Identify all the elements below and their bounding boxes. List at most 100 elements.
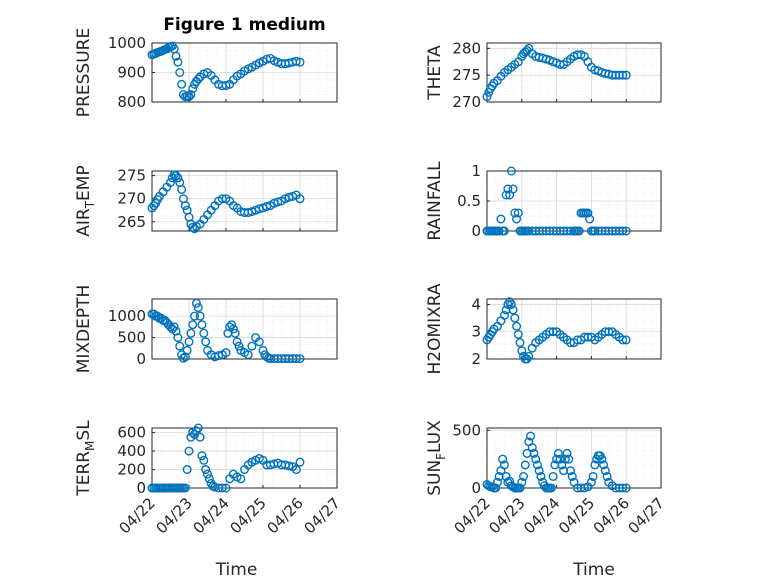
- data-point: [247, 341, 257, 351]
- data-point: [165, 322, 175, 332]
- data-point: [204, 474, 214, 484]
- data-point: [621, 226, 631, 236]
- data-point: [180, 483, 190, 493]
- data-point: [262, 202, 272, 212]
- subplot-5: 0 500 1000 MIXDEPTH: [74, 285, 338, 374]
- data-point: [291, 56, 301, 66]
- data-point: [599, 460, 609, 470]
- y-tick-label: 0: [471, 222, 481, 240]
- data-point: [284, 461, 294, 471]
- data-point: [177, 79, 187, 89]
- data-point: [562, 448, 572, 458]
- data-point: [618, 335, 628, 345]
- data-point: [621, 483, 631, 493]
- x-tick-label: 04/23: [485, 494, 528, 537]
- y-tick-label: 0.5: [457, 192, 481, 210]
- y-tick-label: 0: [471, 479, 481, 497]
- data-point: [597, 454, 607, 464]
- y-tick-label: 800: [117, 93, 146, 111]
- y-tick-label: 280: [452, 39, 481, 57]
- y-axis-label: MIXDEPTH: [74, 285, 94, 374]
- x-tick-label: 04/22: [451, 494, 494, 537]
- data-point: [273, 197, 283, 207]
- data-point: [190, 311, 200, 321]
- data-point: [180, 352, 190, 362]
- data-point: [482, 92, 492, 102]
- y-tick-label: 1000: [108, 307, 146, 325]
- subplot-7: 0200400600TERRMSL04/2204/2304/2404/2504/…: [74, 420, 344, 538]
- subplot-1: 800 900 1000 PRESSURE: [74, 28, 338, 117]
- data-point: [188, 84, 198, 94]
- data-point: [195, 432, 205, 442]
- data-point: [295, 354, 305, 364]
- data-point: [199, 455, 209, 465]
- data-point: [201, 465, 211, 475]
- data-point: [517, 477, 527, 487]
- data-point: [214, 351, 224, 361]
- y-tick-label: 0: [136, 479, 146, 497]
- data-point: [508, 305, 518, 315]
- data-point: [526, 431, 536, 441]
- data-point: [494, 226, 504, 236]
- data-point: [506, 166, 516, 176]
- data-point: [234, 341, 244, 351]
- data-point: [193, 423, 203, 433]
- axes-box: [486, 298, 662, 360]
- data-point: [513, 329, 523, 339]
- data-point: [165, 178, 175, 188]
- data-point: [188, 222, 198, 232]
- y-axis-label: PRESSURE: [74, 28, 94, 117]
- x-tick-label: 04/24: [520, 494, 563, 537]
- data-point: [182, 465, 192, 475]
- x-tick-label: 04/23: [153, 494, 196, 537]
- axes-box: [151, 427, 338, 489]
- data-point: [295, 194, 305, 204]
- data-point: [171, 326, 181, 336]
- y-tick-label: 400: [117, 442, 146, 460]
- y-axis-label: RAINFALL: [425, 161, 445, 241]
- data-point: [588, 471, 598, 481]
- data-point: [600, 466, 610, 476]
- subplot-4: 0 0.5 1 RAINFALL: [425, 161, 662, 241]
- x-tick-label: 04/27: [625, 494, 668, 537]
- data-point: [180, 201, 190, 211]
- data-point: [564, 454, 574, 464]
- data-point: [171, 171, 181, 181]
- data-point: [221, 483, 231, 493]
- data-point: [201, 337, 211, 347]
- data-point: [586, 477, 596, 487]
- y-tick-label: 2: [471, 350, 481, 368]
- data-point: [621, 335, 631, 345]
- y-tick-label: 270: [452, 93, 481, 111]
- data-point: [513, 208, 523, 218]
- y-tick-label: 275: [452, 66, 481, 84]
- data-point: [227, 320, 237, 330]
- y-tick-label: 500: [117, 329, 146, 347]
- data-point: [508, 184, 518, 194]
- y-axis-label: TERRMSL: [74, 420, 97, 497]
- data-point: [520, 460, 530, 470]
- data-point: [236, 474, 246, 484]
- data-point: [184, 92, 194, 102]
- y-tick-label: 200: [117, 461, 146, 479]
- data-point: [175, 67, 185, 77]
- data-point: [548, 471, 558, 481]
- y-tick-label: 265: [117, 213, 146, 231]
- data-point: [491, 483, 501, 493]
- data-point: [496, 214, 506, 224]
- data-point: [515, 483, 525, 493]
- data-point: [291, 354, 301, 364]
- y-tick-label: 3: [471, 323, 481, 341]
- data-point: [232, 337, 242, 347]
- data-point: [524, 351, 534, 361]
- data-point: [536, 471, 546, 481]
- data-point: [621, 70, 631, 80]
- data-point: [184, 337, 194, 347]
- data-point: [202, 469, 212, 479]
- data-point: [193, 303, 203, 313]
- subplot-3: 265 270 275 AIRTEMP: [74, 165, 338, 237]
- data-point: [173, 333, 183, 343]
- data-point: [295, 457, 305, 467]
